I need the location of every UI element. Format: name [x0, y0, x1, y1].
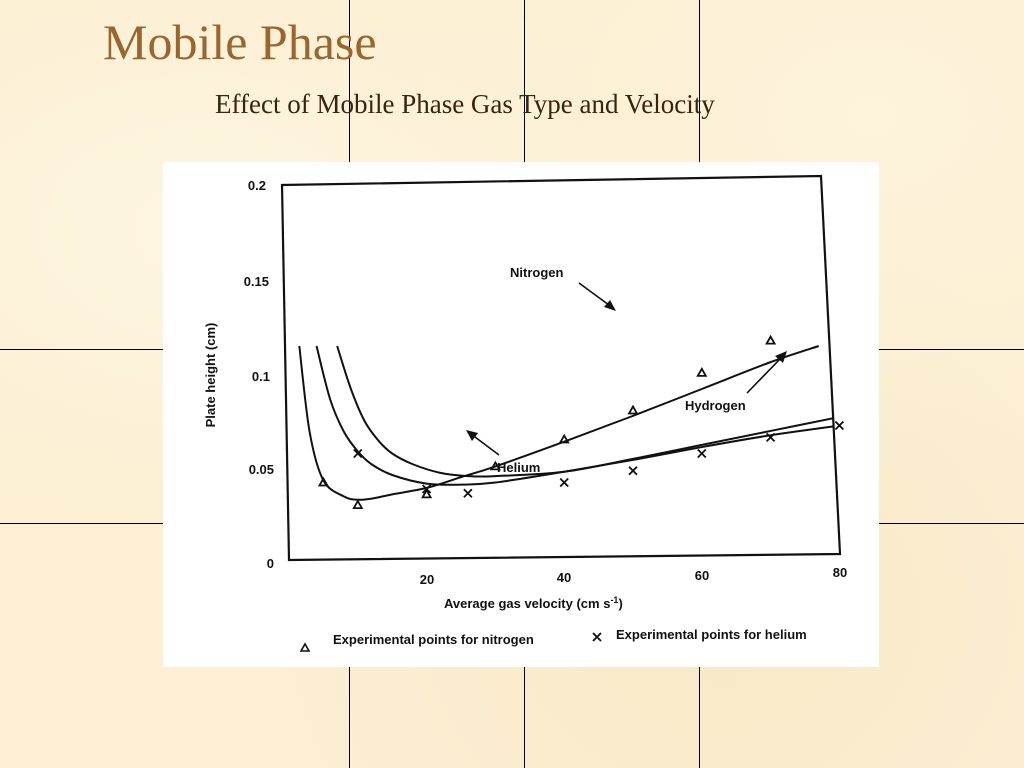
x-marker-icon [421, 484, 432, 494]
x-axis-title: Average gas velocity (cm s-1) [444, 595, 623, 611]
chart-points [317, 334, 845, 510]
x-marker-icon [697, 448, 707, 459]
triangle-marker-icon [765, 334, 777, 345]
annotation-arrow-hydrogen [746, 355, 784, 394]
curve-helium [315, 345, 840, 486]
arrow-head-icon [466, 430, 478, 441]
x-marker-icon [559, 477, 569, 488]
triangle-marker-icon [627, 404, 639, 415]
y-tick-label: 0.2 [248, 178, 266, 193]
x-tick-label: 40 [557, 570, 571, 585]
x-tick-label: 60 [695, 568, 709, 583]
triangle-marker-icon [421, 488, 433, 499]
triangle-marker-icon [489, 460, 501, 471]
annotation-arrow-helium [470, 433, 500, 456]
arrow-head-icon [604, 300, 616, 311]
triangle-marker-icon [558, 433, 570, 444]
slide-title: Mobile Phase [103, 14, 377, 70]
x-marker-icon [463, 488, 473, 498]
x-marker-icon [765, 432, 776, 443]
y-tick-label: 0.1 [252, 369, 270, 384]
chart-plot: 0.2 0.15 0.1 0.05 0 20 40 60 80 Plate he… [203, 174, 847, 652]
annotation-nitrogen: Nitrogen [510, 265, 564, 280]
y-axis-title: Plate height (cm) [203, 323, 218, 428]
legend-label-nitrogen: Experimental points for nitrogen [333, 632, 534, 647]
chart-figure: 0.2 0.15 0.1 0.05 0 20 40 60 80 Plate he… [163, 162, 879, 667]
x-tick-label: 20 [420, 572, 434, 587]
curve-nitrogen [298, 345, 820, 501]
legend: Experimental points for nitrogen Experim… [299, 627, 807, 652]
triangle-marker-icon [317, 476, 329, 487]
plot-frame [280, 174, 842, 562]
triangle-marker-icon [352, 499, 364, 510]
chart-curves [298, 345, 840, 501]
y-tick-label: 0 [267, 556, 274, 571]
annotation-helium: Helium [497, 460, 540, 475]
x-marker-icon [592, 632, 602, 642]
x-marker-icon [628, 466, 638, 476]
triangle-marker-icon [299, 642, 311, 652]
y-tick-label: 0.05 [249, 462, 274, 477]
x-marker-icon [353, 448, 363, 459]
curve-hydrogen [336, 345, 840, 478]
chart-axes [280, 174, 842, 562]
arrow-head-icon [775, 351, 787, 363]
triangle-marker-icon [696, 367, 708, 377]
y-tick-label: 0.15 [244, 274, 269, 289]
x-marker-icon [834, 420, 845, 431]
legend-label-helium: Experimental points for helium [616, 627, 807, 642]
x-tick-label: 80 [833, 565, 847, 580]
annotation-hydrogen: Hydrogen [685, 398, 746, 413]
slide-subtitle: Effect of Mobile Phase Gas Type and Velo… [215, 89, 715, 119]
